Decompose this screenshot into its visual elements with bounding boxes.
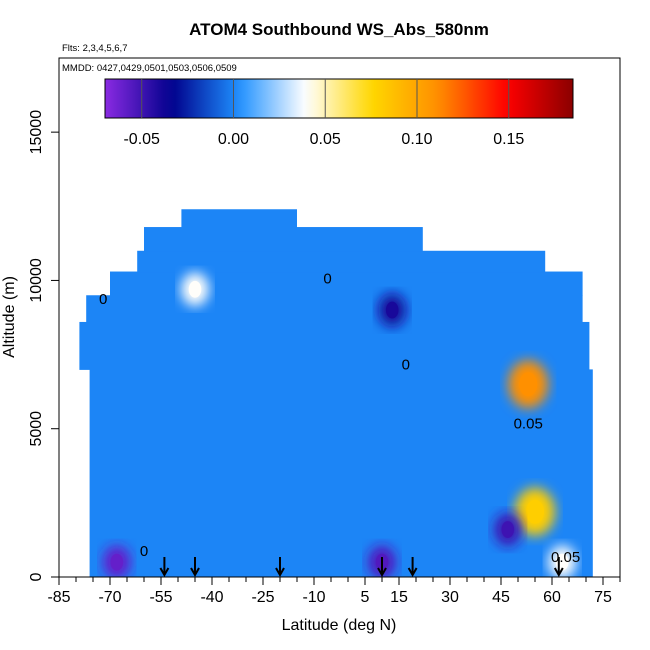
contour-label: 0.05 — [514, 416, 543, 433]
field-band — [79, 321, 590, 370]
chart-title: ATOM4 Southbound WS_Abs_580nm — [189, 20, 489, 39]
contour-lines: 0 0 0 0.05 0 0.05 — [99, 270, 580, 566]
flight-marker-arrow — [190, 557, 200, 578]
flight-marker-arrow — [553, 557, 564, 578]
contour-label: 0 — [402, 356, 410, 373]
y-tick-label: 10000 — [28, 258, 45, 303]
plot-frame — [58, 57, 621, 578]
flight-marker-arrow — [275, 557, 285, 578]
field-band — [137, 250, 546, 273]
colorbar: -0.05 0.00 0.05 0.10 0.15 — [104, 78, 574, 148]
y-tick-label: 5000 — [28, 411, 45, 447]
field-feature-core — [526, 499, 544, 524]
x-tick-label: -55 — [149, 589, 172, 606]
x-tick-label: 75 — [594, 589, 612, 606]
x-tick-label: -70 — [98, 589, 121, 606]
y-tick-label: 0 — [28, 572, 45, 581]
colorbar-gradient — [104, 78, 574, 119]
x-tick-label: 15 — [390, 589, 408, 606]
x-axis-label: Latitude (deg N) — [282, 617, 397, 634]
x-tick-label: -85 — [47, 589, 70, 606]
contour-label: 0 — [323, 270, 331, 287]
field-feature-core — [519, 372, 538, 397]
y-axis: 0 5000 10000 15000 — [28, 110, 59, 581]
x-axis: -85 -70 -55 -40 -25 -10 5 15 30 45 60 75 — [47, 577, 621, 606]
colorbar-tick-label: 0.05 — [310, 131, 341, 148]
x-tick-label: 5 — [361, 589, 370, 606]
colorbar-tick-label: 0.15 — [493, 131, 524, 148]
flight-marker-arrow — [159, 557, 170, 578]
field-feature-core — [188, 280, 202, 298]
field-band — [86, 295, 583, 323]
contour-label: 0.05 — [551, 549, 580, 566]
contour-label: 0 — [99, 291, 107, 308]
mmdd-annotation: MMDD: 0427,0429,0501,0503,0506,0509 — [62, 63, 237, 74]
flight-markers — [159, 557, 564, 578]
flight-marker-arrow — [407, 557, 418, 578]
y-tick-label: 15000 — [28, 110, 45, 155]
x-tick-label: 45 — [492, 589, 510, 606]
colorbar-tick-label: 0.10 — [401, 131, 432, 148]
field-feature-core — [110, 553, 124, 571]
field-feature-core — [385, 301, 399, 319]
field-band — [144, 227, 423, 252]
contour-label: 0 — [140, 543, 148, 560]
colorbar-tick-label: -0.05 — [123, 131, 160, 148]
x-tick-label: 60 — [543, 589, 561, 606]
flights-annotation: Flts: 2,3,4,5,6,7 — [62, 43, 127, 54]
flight-marker-arrow — [377, 557, 387, 578]
x-tick-label: -40 — [200, 589, 223, 606]
heatmap-field — [79, 209, 593, 577]
x-tick-label: -25 — [251, 589, 274, 606]
colorbar-tick-label: 0.00 — [218, 131, 249, 148]
field-band — [110, 271, 583, 296]
x-tick-label: 30 — [441, 589, 459, 606]
x-tick-label: -10 — [302, 589, 325, 606]
y-axis-label: Altitude (m) — [1, 276, 18, 358]
field-band — [181, 209, 297, 228]
field-feature-core — [501, 521, 515, 538]
